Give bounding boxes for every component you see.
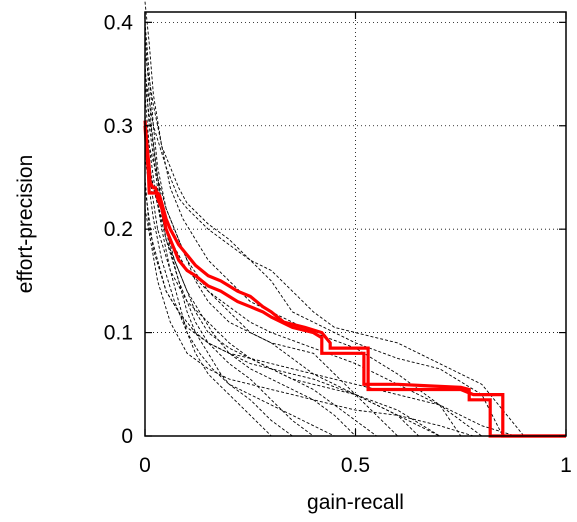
series-line-11 xyxy=(144,125,483,437)
series-line-7 xyxy=(144,73,525,437)
series-line-highlight-1 xyxy=(143,125,566,438)
x-tick-label: 0.5 xyxy=(341,454,370,477)
y-axis-label: effort-precision xyxy=(14,155,37,294)
y-tick-label: 0 xyxy=(121,425,133,448)
x-axis-label: gain-recall xyxy=(307,491,404,514)
series-line-highlight-0 xyxy=(143,120,566,438)
series-line-14 xyxy=(144,156,335,437)
x-tick-label: 0 xyxy=(139,454,151,477)
grid xyxy=(145,12,566,436)
series-layer xyxy=(143,1,566,438)
y-tick-label: 0.1 xyxy=(104,322,133,345)
series-line-12 xyxy=(144,136,377,437)
y-tick-label: 0.2 xyxy=(104,218,133,241)
y-tick-label: 0.3 xyxy=(104,115,133,138)
ticks: 0 0.5 1 0 0.1 0.2 0.3 0.4 xyxy=(104,11,572,477)
x-tick-label: 1 xyxy=(560,454,572,477)
series-line-13 xyxy=(144,146,440,437)
y-tick-label: 0.4 xyxy=(104,11,134,34)
series-line-16 xyxy=(144,187,516,437)
series-line-9 xyxy=(144,94,398,437)
series-line-6 xyxy=(144,63,314,437)
